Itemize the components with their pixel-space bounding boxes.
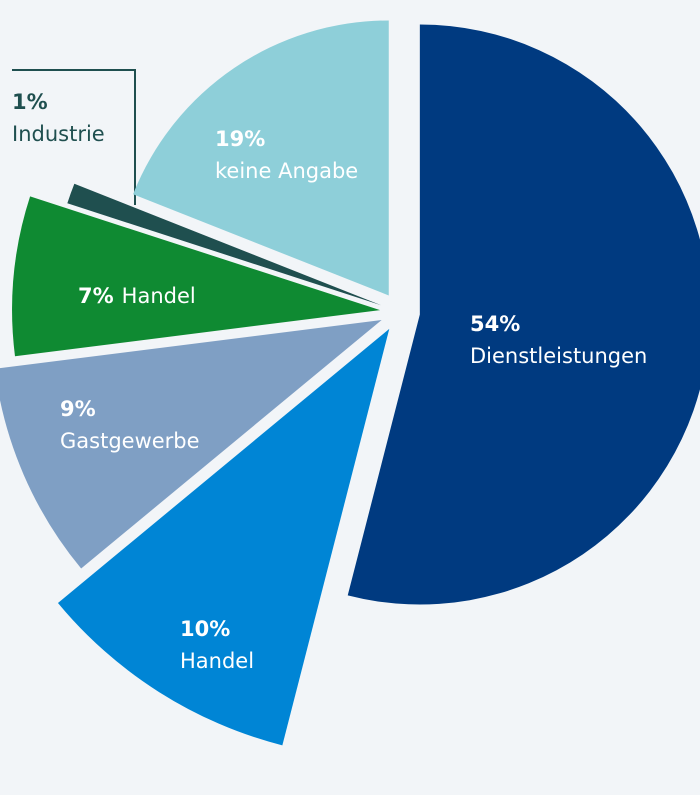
category-label: Gastgewerbe bbox=[60, 429, 200, 453]
value-label: 10% bbox=[180, 617, 230, 641]
category-label: Industrie bbox=[12, 122, 105, 146]
value-label: 9% bbox=[60, 397, 96, 421]
value-label: 19% bbox=[215, 127, 265, 151]
value-label: 54% bbox=[470, 312, 520, 336]
pie-slice bbox=[347, 24, 700, 605]
value-label: 1% bbox=[12, 90, 48, 114]
leader-line bbox=[12, 69, 136, 205]
slice-label: 10% Handel bbox=[180, 617, 254, 673]
slice-label: 1% Industrie bbox=[12, 90, 105, 146]
category-label: Handel bbox=[180, 649, 254, 673]
pie-slice bbox=[12, 196, 381, 357]
slice-label: 19% keine Angabe bbox=[215, 127, 358, 183]
slice-label: 54% Dienstleistungen bbox=[470, 312, 647, 368]
category-label: keine Angabe bbox=[215, 159, 358, 183]
slice-label: 7% Handel bbox=[78, 284, 196, 308]
category-label: Dienstleistungen bbox=[470, 344, 647, 368]
category-label: Handel bbox=[122, 284, 196, 308]
slice-label: 9% Gastgewerbe bbox=[60, 397, 200, 453]
pie-slice bbox=[67, 183, 382, 306]
value-label: 7% bbox=[78, 284, 114, 308]
pie-slice bbox=[0, 319, 382, 569]
pie-slice bbox=[133, 20, 389, 296]
pie-slice bbox=[57, 328, 390, 746]
